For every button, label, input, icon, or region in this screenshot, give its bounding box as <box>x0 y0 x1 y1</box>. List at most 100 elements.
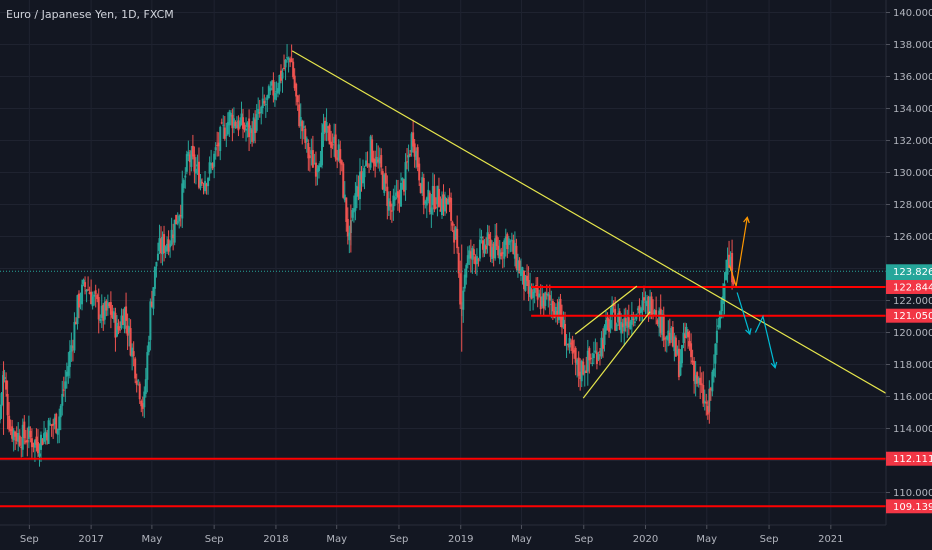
candle-body <box>125 306 128 321</box>
candle-body <box>485 245 488 250</box>
candle-body <box>79 301 82 304</box>
time-tick-label: 2020 <box>633 534 658 545</box>
candle-body <box>8 415 11 430</box>
candle-body <box>267 86 270 99</box>
candle-body <box>340 160 343 165</box>
candle-body <box>726 259 729 275</box>
candle-body <box>196 164 199 167</box>
candle-body <box>523 271 526 290</box>
candle-body <box>129 328 132 356</box>
time-tick-label: May <box>142 534 163 545</box>
price-tick-label: 122.000 <box>893 296 932 307</box>
candle-body <box>652 312 655 314</box>
candle-body <box>207 177 210 187</box>
candle-body <box>362 172 365 184</box>
price-tag[interactable] <box>886 308 932 323</box>
candle-body <box>159 239 162 254</box>
candle-body <box>346 219 349 237</box>
price-tick-label: 132.000 <box>893 136 932 147</box>
candle-body <box>74 321 77 325</box>
price-tick-label: 130.000 <box>893 168 932 179</box>
candle-body <box>62 389 65 391</box>
candle-body <box>410 133 413 153</box>
candle-body <box>301 121 304 132</box>
candle-body <box>131 347 134 357</box>
candle-body <box>191 145 194 157</box>
candle-body <box>702 385 705 404</box>
candle-body <box>187 152 190 157</box>
time-tick-label: May <box>326 534 347 545</box>
candle-body <box>156 253 159 261</box>
candle-body <box>509 241 512 243</box>
price-tick-label: 114.000 <box>893 424 932 435</box>
candle-body <box>197 161 200 188</box>
candle-body <box>261 98 264 109</box>
candle-body <box>442 194 445 210</box>
candle-body <box>516 260 519 271</box>
candle-body <box>433 186 436 210</box>
candle-body <box>447 199 450 205</box>
candle-body <box>497 245 500 256</box>
price-tag[interactable] <box>886 499 932 514</box>
candle-body <box>96 294 99 300</box>
price-tag[interactable] <box>886 264 932 279</box>
candle-body <box>434 206 437 208</box>
time-axis[interactable]: Sep 2017 May Sep 2018 May Sep 2019 May Sep 2020 May… <box>0 524 932 550</box>
candle-body <box>647 296 650 315</box>
candle-body <box>656 320 659 325</box>
candle-body <box>114 312 117 338</box>
candle-body <box>128 326 131 334</box>
candle-body <box>175 214 178 225</box>
candle-body <box>577 357 580 376</box>
candle-body <box>690 343 693 358</box>
candle-body <box>40 434 43 450</box>
candle-body <box>468 250 471 259</box>
candle-body <box>0 393 3 407</box>
candle-body <box>106 302 109 309</box>
candle-body <box>469 251 472 259</box>
candle-body <box>32 442 35 448</box>
candle-body <box>621 323 624 328</box>
candle-body <box>208 162 211 174</box>
candle-body <box>717 325 720 328</box>
price-tag-label: 121.050 <box>893 311 932 322</box>
candle-body <box>731 252 734 283</box>
price-tag[interactable] <box>886 279 932 294</box>
candle-body <box>600 337 603 357</box>
candle-body <box>624 318 627 326</box>
candle-body <box>188 154 191 163</box>
candle-body <box>521 267 524 275</box>
candle-body <box>422 177 425 205</box>
candle-body <box>97 297 100 320</box>
candle-body <box>538 293 541 298</box>
candle-body <box>248 118 251 138</box>
candle-body <box>658 310 661 328</box>
candle-body <box>629 321 632 329</box>
candle-body <box>354 193 357 211</box>
candle-body <box>700 383 703 386</box>
candle-body <box>339 149 342 164</box>
candle-body <box>269 88 272 91</box>
candle-body <box>12 430 15 441</box>
candle-body <box>673 336 676 352</box>
candle-body <box>73 322 76 351</box>
candle-body <box>404 162 407 191</box>
candle-body <box>3 377 6 380</box>
price-tag[interactable] <box>886 451 932 466</box>
candle-body <box>617 313 620 323</box>
price-axis[interactable]: 110.000112.000114.000116.000118.000120.0… <box>885 0 932 550</box>
candle-body <box>304 128 307 143</box>
candle-body <box>15 433 18 441</box>
candle-body <box>217 142 220 147</box>
candle-body <box>670 327 673 340</box>
candle-body <box>392 195 395 211</box>
candle-body <box>225 134 228 136</box>
candle-body <box>571 340 574 354</box>
candle-body <box>93 294 96 297</box>
candle-body <box>551 301 554 312</box>
candle-body <box>155 261 158 267</box>
candle-body <box>211 163 214 169</box>
candle-body <box>471 248 474 260</box>
